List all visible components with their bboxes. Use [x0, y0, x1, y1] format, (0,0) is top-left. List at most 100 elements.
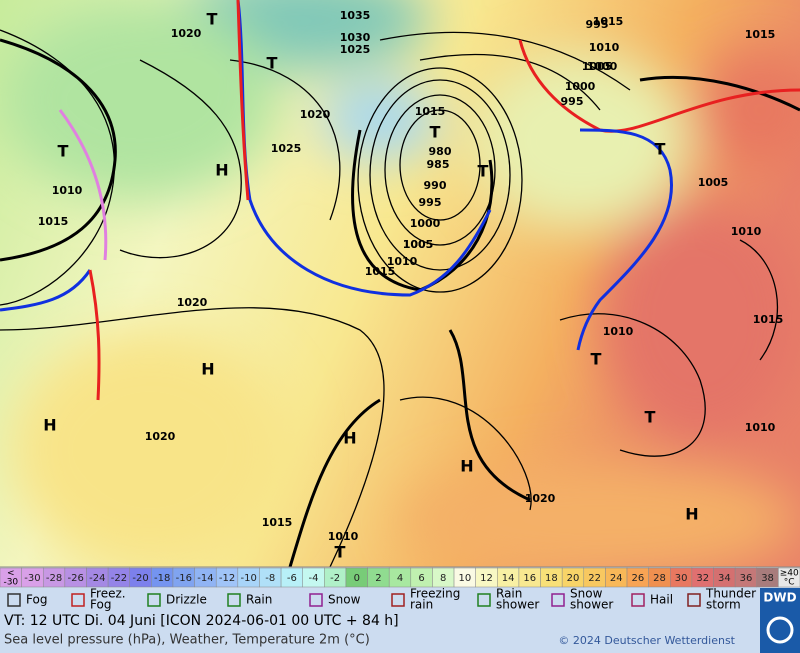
scale-label: 2: [375, 573, 381, 584]
isobar-label: 1000: [587, 60, 618, 73]
weather-icon: [309, 593, 323, 607]
map: 1035103010251020102010251020101510101005…: [0, 0, 800, 567]
isobar-label: 1025: [340, 43, 371, 56]
pressure-center: H: [685, 505, 698, 524]
weather-icon: [391, 593, 405, 607]
isobar-label: 1015: [745, 28, 776, 41]
scale-label: 28: [653, 573, 666, 584]
scale-label: 4: [397, 573, 403, 584]
pressure-center: T: [430, 123, 441, 142]
scale-label: -22: [111, 573, 127, 584]
scale-label: ≥40: [780, 569, 799, 579]
isobar-label: 1020: [525, 492, 556, 505]
fronts: [0, 0, 800, 401]
weather-label: Drizzle: [166, 593, 207, 607]
scale-label: -24: [89, 573, 105, 584]
dwd-logo-mark: [766, 616, 794, 644]
isobar-label: 1020: [171, 27, 202, 40]
scale-label: -12: [219, 573, 235, 584]
weather-label: storm: [706, 598, 741, 612]
isobar-label: 995: [561, 95, 584, 108]
scale-label: 10: [458, 573, 471, 584]
scale-label: 0: [354, 573, 360, 584]
isobar-label: 1005: [582, 60, 613, 73]
pressure-center: T: [478, 162, 489, 181]
weather-label: Hail: [650, 593, 673, 607]
isobar-label: 1010: [52, 184, 83, 197]
scale-label: -28: [46, 573, 62, 584]
copyright: © 2024 Deutscher Wetterdienst: [558, 634, 735, 647]
weather-label: Freez.: [90, 587, 126, 601]
pressure-center: H: [343, 429, 356, 448]
scale-label: 36: [740, 573, 753, 584]
weather-label: shower: [496, 598, 539, 612]
isobar-label: 1010: [603, 325, 634, 338]
scale-label: -10: [240, 573, 256, 584]
weather-icon: [147, 593, 161, 607]
scale-label: -2: [330, 573, 340, 584]
scale-label: 14: [502, 573, 515, 584]
isobar-label: 995: [586, 18, 609, 31]
weather-label: Snow: [328, 593, 361, 607]
isobar-label: 1010: [745, 421, 776, 434]
isobar-label: 1015: [415, 105, 446, 118]
scale-label: 30: [675, 573, 688, 584]
valid-time: VT: 12 UTC Di. 04 Juni [ICON 2024-06-01 …: [4, 613, 399, 629]
isobar-label: 990: [424, 179, 447, 192]
scale-label: -4: [309, 573, 319, 584]
scale-label: 32: [696, 573, 709, 584]
isobar-label: 1000: [410, 217, 441, 230]
scale-label: 18: [545, 573, 558, 584]
scale-label: <: [7, 569, 15, 579]
isobar-label: 1010: [328, 530, 359, 543]
pressure-center: T: [207, 10, 218, 29]
scale-label: 16: [523, 573, 536, 584]
description: Sea level pressure (hPa), Weather, Tempe…: [4, 633, 370, 648]
isobar-label: 1015: [262, 516, 293, 529]
scale-label: 38: [761, 573, 774, 584]
isobar-label: 1020: [177, 296, 208, 309]
isobar-label: 1020: [300, 108, 331, 121]
scale-label: 6: [418, 573, 424, 584]
scale-label: 22: [588, 573, 601, 584]
isobar-label: 1015: [593, 15, 624, 28]
isobar-label: 1000: [565, 80, 596, 93]
pressure-center: T: [655, 140, 666, 159]
weather-label: Freezing: [410, 587, 460, 601]
scale-label: 24: [610, 573, 623, 584]
isobar-label: 995: [419, 196, 442, 209]
pressure-center: T: [335, 543, 346, 562]
scale-label: °C: [784, 578, 795, 588]
isobar-label: 1005: [403, 238, 434, 251]
scale-label: 34: [718, 573, 731, 584]
scale-label: -16: [176, 573, 192, 584]
pressure-center: H: [201, 360, 214, 379]
isobar-label: 1035: [340, 9, 371, 22]
isobar-label: 980: [429, 145, 452, 158]
pressure-center: H: [43, 416, 56, 435]
scale-label: -6: [287, 573, 297, 584]
weather-label: Rain: [496, 587, 522, 601]
pressure-center: T: [58, 142, 69, 161]
isobar-label: 1010: [589, 41, 620, 54]
weather-icon: [227, 593, 241, 607]
weather-label: Snow: [570, 587, 603, 601]
weather-label: shower: [570, 598, 613, 612]
legend: <-30 -30 -28 -26 -24 -22 -20 -18 -16 -14 -12 -10 -8-…: [0, 567, 800, 612]
weather-label: Fog: [26, 593, 47, 607]
scale-label: -8: [265, 573, 275, 584]
isobar-label: 1020: [145, 430, 176, 443]
scale-label: 26: [631, 573, 644, 584]
isobar-label: 1030: [340, 31, 371, 44]
isobar-label: 1015: [365, 265, 396, 278]
weather-label: Rain: [246, 593, 272, 607]
isobar-label: 1025: [271, 142, 302, 155]
scale-label: -30: [24, 573, 40, 584]
scale-label: 12: [480, 573, 493, 584]
weather-icon: [551, 593, 565, 607]
pressure-center: T: [267, 54, 278, 73]
pressure-center: T: [591, 350, 602, 369]
weather-icon: [71, 593, 85, 607]
legend-background: [0, 587, 800, 653]
